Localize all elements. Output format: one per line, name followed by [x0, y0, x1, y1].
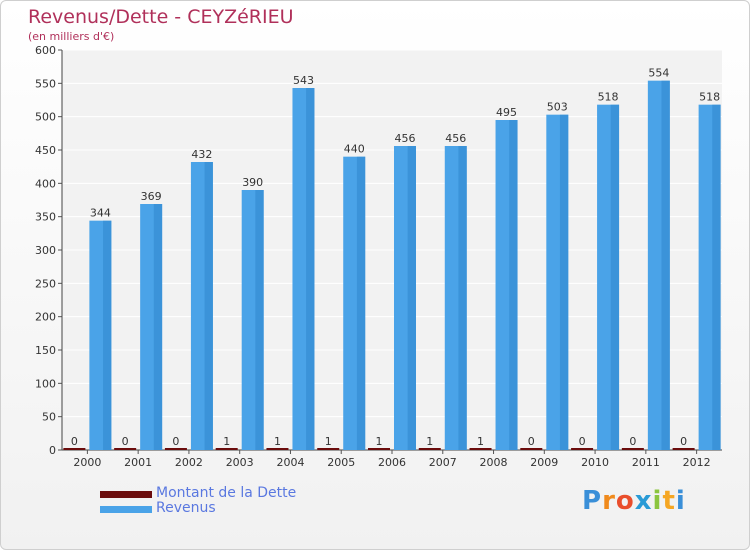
data-label-revenue: 543 — [293, 74, 314, 87]
logo-letter: x — [634, 486, 653, 516]
x-tick-label: 2001 — [124, 456, 152, 469]
x-tick-label: 2011 — [632, 456, 660, 469]
data-label-revenue: 518 — [699, 91, 720, 104]
x-tick-label: 2000 — [73, 456, 101, 469]
x-tick-label: 2007 — [429, 456, 457, 469]
data-label-debt: 0 — [71, 435, 78, 448]
data-label-debt: 0 — [122, 435, 129, 448]
x-tick-label: 2003 — [226, 456, 254, 469]
logo-letter: o — [615, 486, 635, 516]
x-tick-label: 2010 — [581, 456, 609, 469]
chart-title: Revenus/Dette - CEYZéRIEU — [28, 6, 294, 28]
y-tick-label: 300 — [35, 244, 56, 257]
bar-revenue-shade — [153, 204, 163, 450]
bar-debt — [63, 448, 86, 450]
data-label-revenue: 518 — [598, 91, 619, 104]
legend-swatch-debt — [100, 491, 152, 498]
logo-letter: P — [582, 486, 603, 516]
data-label-debt: 0 — [528, 435, 535, 448]
bar-debt — [215, 448, 238, 450]
y-tick-label: 50 — [42, 411, 56, 424]
data-label-debt: 1 — [426, 435, 433, 448]
x-tick-label: 2008 — [480, 456, 508, 469]
data-label-revenue: 456 — [395, 132, 416, 145]
data-label-debt: 1 — [325, 435, 332, 448]
bar-revenue-shade — [610, 104, 620, 451]
y-tick-label: 500 — [35, 111, 56, 124]
bar-revenue-shade — [712, 104, 721, 451]
bar-revenue-shade — [458, 146, 467, 450]
data-label-debt: 1 — [376, 435, 383, 448]
x-tick-label: 2004 — [276, 456, 304, 469]
bar-debt — [368, 448, 390, 450]
data-label-revenue: 432 — [191, 148, 212, 161]
legend-label-debt: Montant de la Dette — [156, 485, 297, 501]
bar-debt — [469, 448, 492, 450]
bar-debt — [114, 448, 137, 450]
data-label-revenue: 456 — [445, 132, 466, 145]
y-tick-label: 250 — [35, 277, 56, 290]
data-label-revenue: 369 — [141, 190, 162, 203]
data-label-debt: 1 — [274, 435, 281, 448]
bar-debt — [266, 448, 289, 450]
y-tick-label: 200 — [35, 311, 56, 324]
data-label-revenue: 503 — [547, 101, 568, 114]
logo-letter: r — [602, 486, 616, 516]
bar-debt — [317, 448, 340, 450]
proxiti-logo: Proxiti — [582, 486, 686, 516]
y-tick-label: 600 — [35, 44, 56, 57]
y-tick-label: 0 — [49, 444, 56, 457]
bar-debt — [571, 448, 594, 450]
y-tick-label: 550 — [35, 77, 56, 90]
x-tick-label: 2012 — [683, 456, 711, 469]
chart-subtitle: (en milliers d'€) — [28, 30, 115, 43]
data-label-debt: 0 — [172, 435, 179, 448]
data-label-debt: 0 — [579, 435, 586, 448]
legend-label-revenue: Revenus — [156, 500, 216, 516]
bar-debt — [520, 448, 543, 450]
bar-debt — [164, 448, 187, 450]
y-tick-label: 100 — [35, 377, 56, 390]
bar-revenue-shade — [661, 80, 670, 451]
data-label-revenue: 440 — [344, 143, 365, 156]
data-label-debt: 1 — [477, 435, 484, 448]
bar-debt — [621, 448, 644, 450]
data-label-revenue: 554 — [648, 67, 669, 80]
bar-revenue-shade — [559, 114, 569, 451]
y-tick-label: 400 — [35, 177, 56, 190]
bar-revenue-shade — [103, 220, 112, 450]
x-tick-label: 2002 — [175, 456, 203, 469]
bar-revenue-shade — [356, 156, 366, 450]
bar-revenue-shade — [204, 162, 213, 450]
data-label-revenue: 390 — [242, 176, 263, 189]
x-tick-label: 2006 — [378, 456, 406, 469]
bar-debt — [672, 448, 695, 450]
bar-revenue-shade — [407, 146, 416, 450]
bar-revenue-shade — [306, 88, 315, 450]
logo-letter: t — [662, 486, 676, 516]
data-label-debt: 1 — [223, 435, 230, 448]
bar-revenue-shade — [509, 120, 518, 450]
y-tick-label: 150 — [35, 344, 56, 357]
bar-debt — [418, 448, 441, 450]
y-tick-label: 350 — [35, 211, 56, 224]
y-tick-label: 450 — [35, 144, 56, 157]
x-tick-label: 2009 — [530, 456, 558, 469]
data-label-revenue: 344 — [90, 207, 111, 220]
x-tick-label: 2005 — [327, 456, 355, 469]
bar-revenue-shade — [255, 190, 264, 450]
data-label-revenue: 495 — [496, 106, 517, 119]
logo-letter: i — [675, 486, 686, 516]
data-label-debt: 0 — [629, 435, 636, 448]
logo-letter: i — [652, 486, 663, 516]
data-label-debt: 0 — [680, 435, 687, 448]
legend-swatch-revenue — [100, 506, 152, 513]
